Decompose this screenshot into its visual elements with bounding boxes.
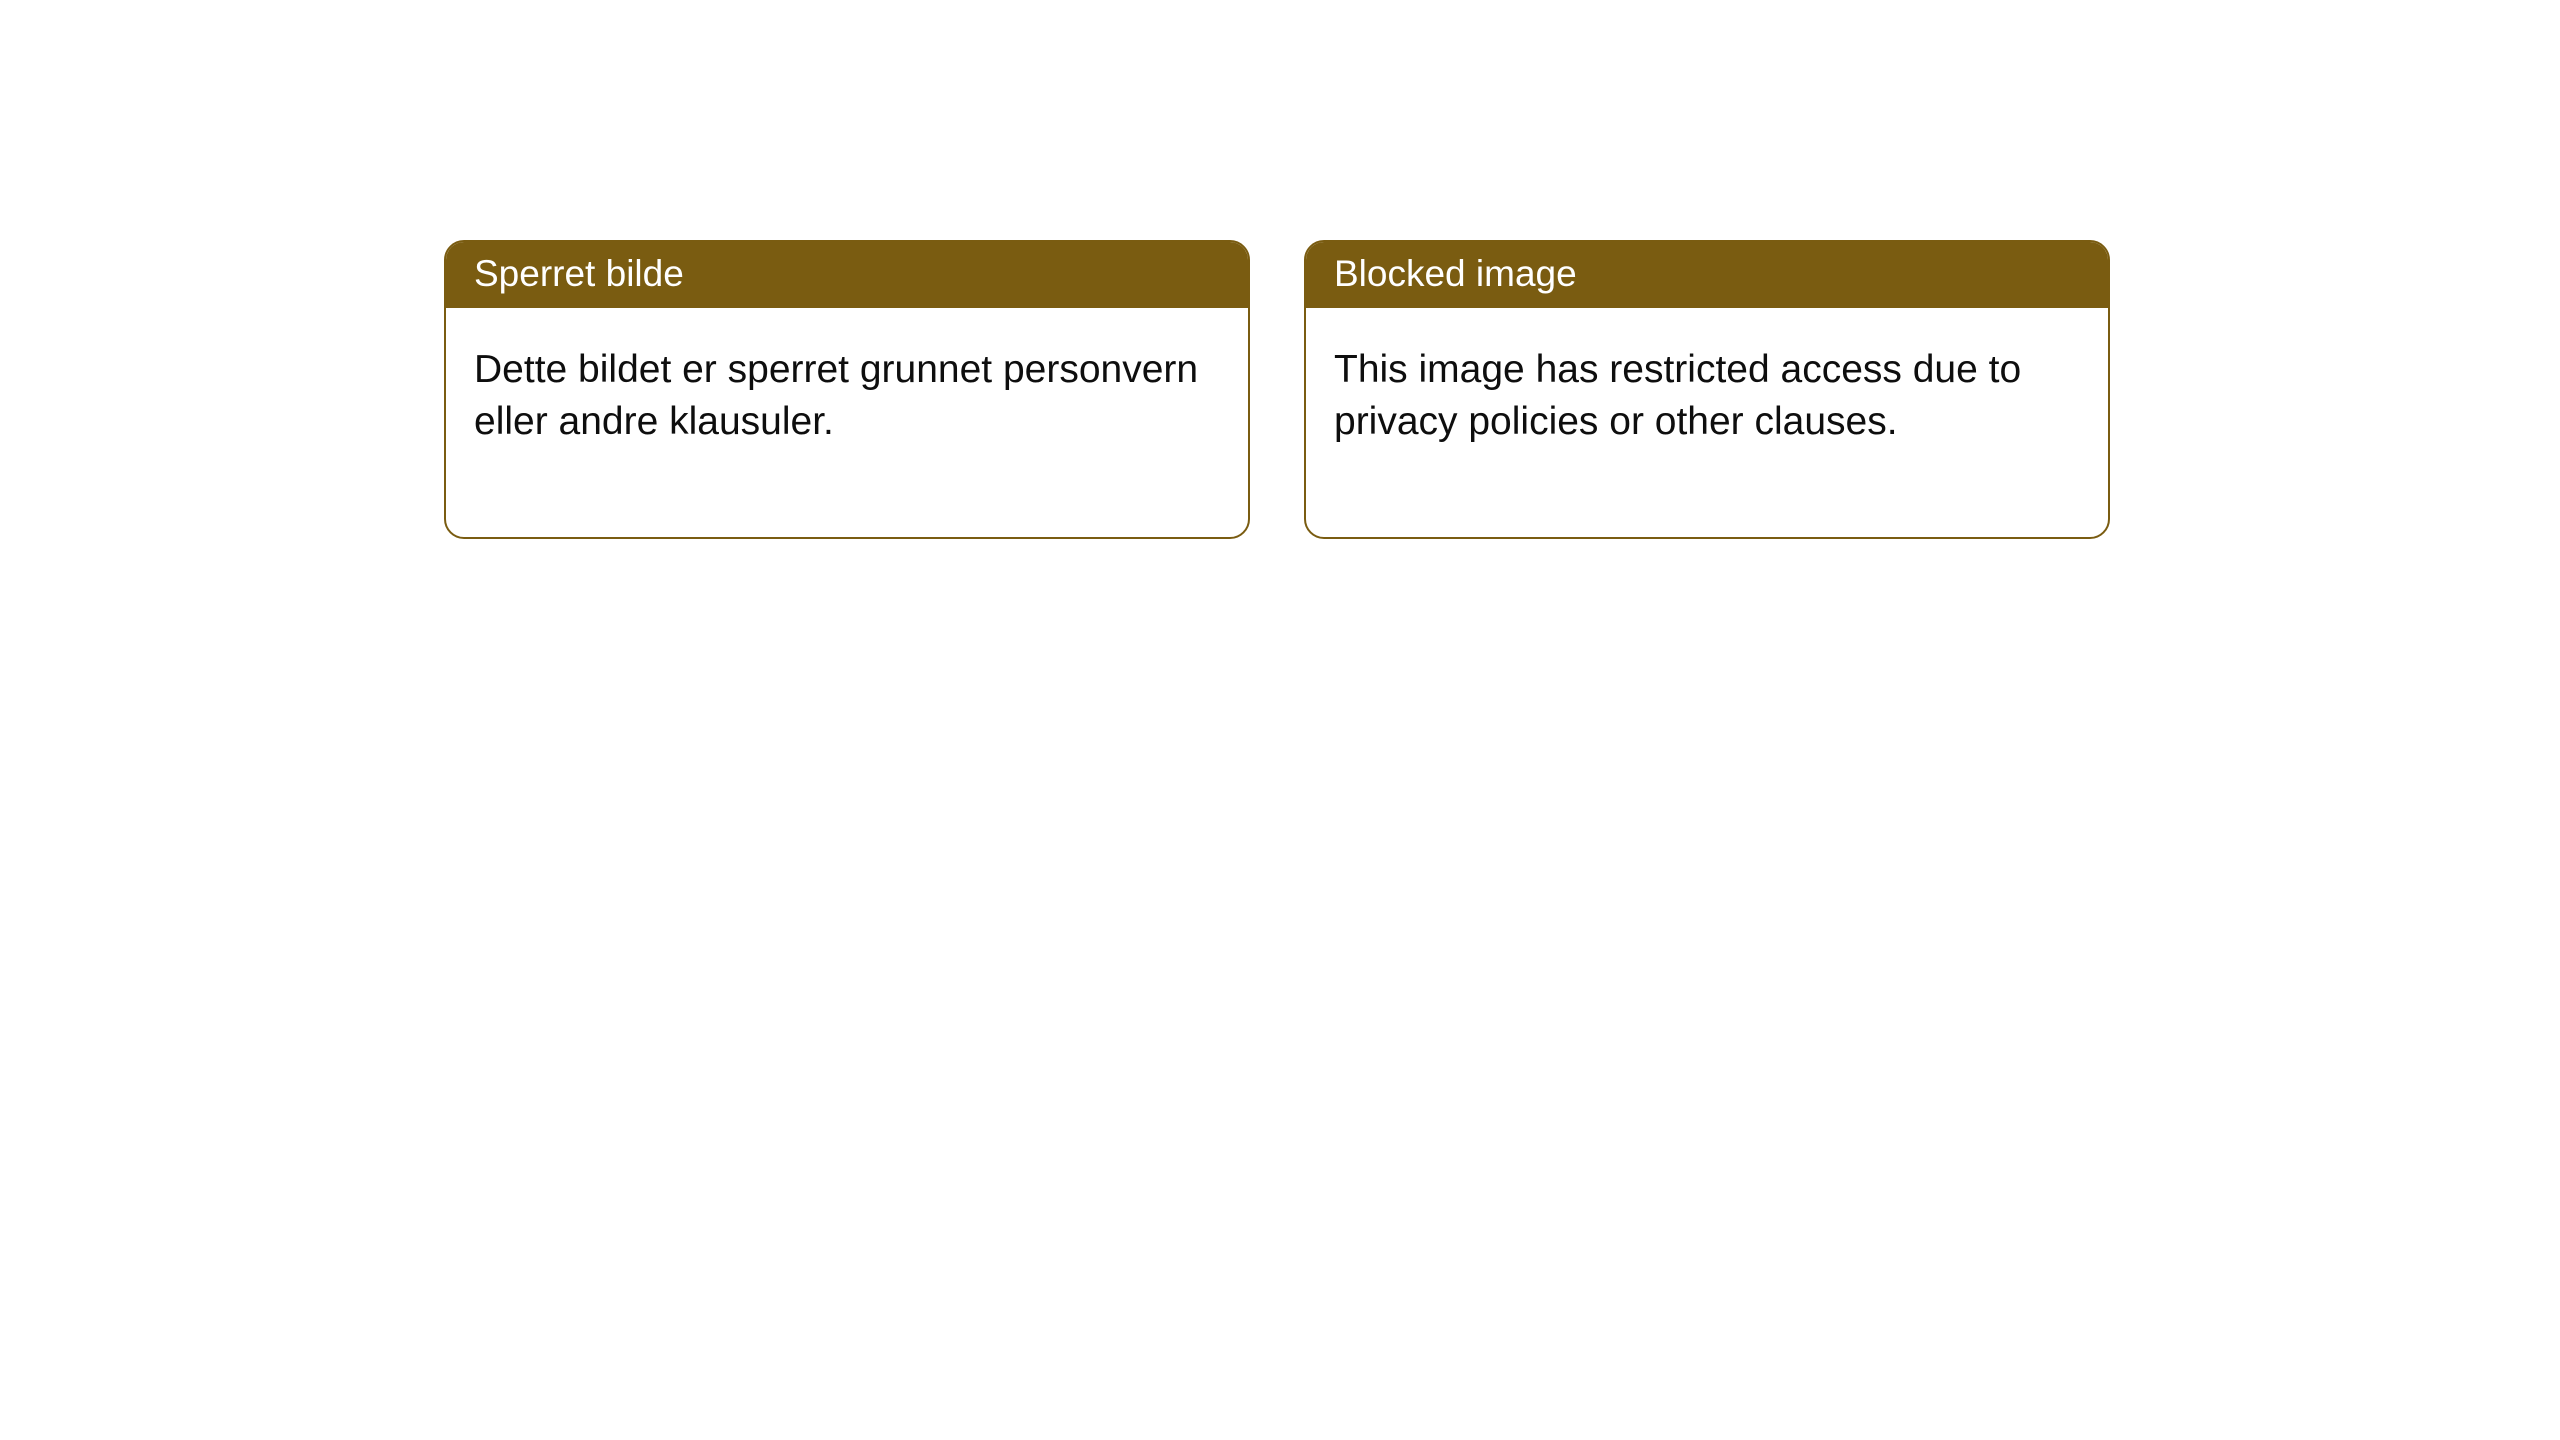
notice-card-en: Blocked image This image has restricted … [1304,240,2110,539]
notice-container: Sperret bilde Dette bildet er sperret gr… [0,0,2560,539]
notice-title-en: Blocked image [1306,242,2108,308]
notice-body-en: This image has restricted access due to … [1306,308,2108,537]
notice-body-no: Dette bildet er sperret grunnet personve… [446,308,1248,537]
notice-title-no: Sperret bilde [446,242,1248,308]
notice-card-no: Sperret bilde Dette bildet er sperret gr… [444,240,1250,539]
